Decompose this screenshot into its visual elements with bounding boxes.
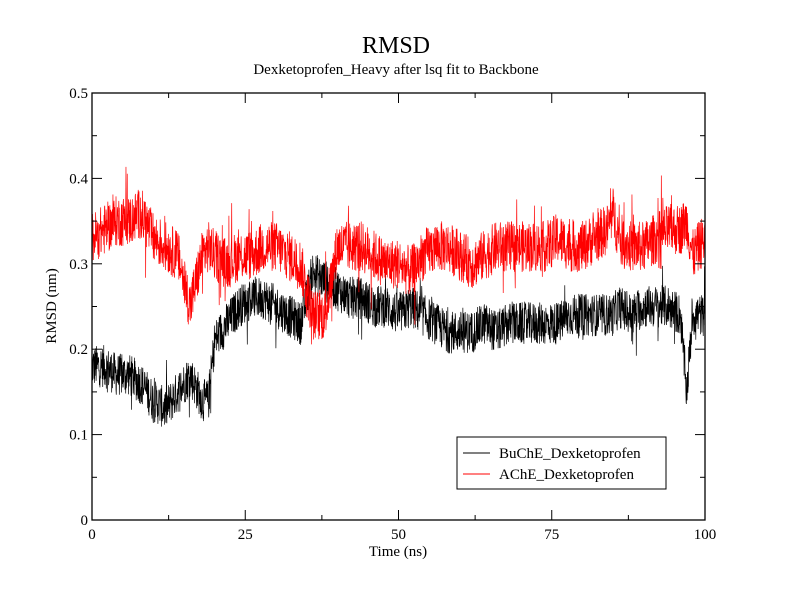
- y-tick-label: 0.5: [69, 86, 88, 102]
- legend-box: [456, 436, 667, 490]
- chart-title: RMSD: [361, 33, 431, 59]
- x-axis-label: Time (ns): [369, 544, 427, 560]
- x-tick-label: 75: [544, 527, 559, 543]
- y-tick-label: 0.3: [69, 257, 88, 273]
- axis-ticks: 0 25 50 75 100 0 0.1 0.2 0.3 0.4 0.5: [69, 86, 716, 543]
- y-tick-label: 0: [81, 513, 89, 529]
- x-tick-label: 25: [238, 527, 253, 543]
- y-tick-label: 0.4: [69, 171, 88, 187]
- legend-label-ache: AChE_Dexketoprofen: [499, 467, 634, 483]
- x-tick-label: 0: [88, 527, 96, 543]
- y-tick-label: 0.2: [69, 342, 88, 358]
- x-tick-label: 100: [694, 527, 717, 543]
- series-layer: [91, 166, 706, 427]
- chart-subtitle: Dexketoprofen_Heavy after lsq fit to Bac…: [253, 62, 539, 78]
- x-tick-label: 50: [391, 527, 406, 543]
- y-tick-label: 0.1: [69, 428, 88, 444]
- y-axis-label: RMSD (nm): [44, 268, 60, 343]
- series-line-ache: [91, 166, 706, 345]
- legend: BuChE_Dexketoprofen AChE_Dexketoprofen: [456, 436, 667, 490]
- series-line-buche: [91, 255, 706, 427]
- legend-label-buche: BuChE_Dexketoprofen: [499, 446, 641, 462]
